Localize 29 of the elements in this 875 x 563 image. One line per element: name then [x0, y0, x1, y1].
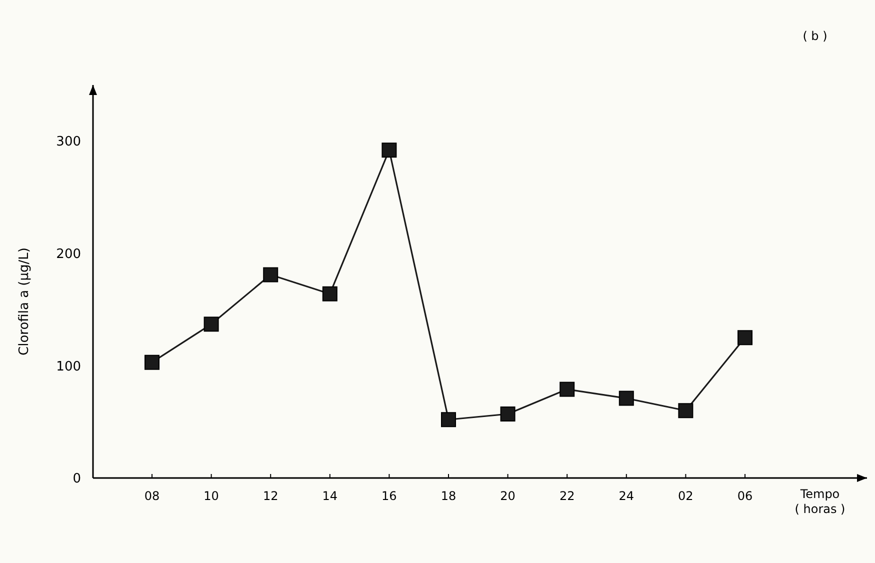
point — [560, 382, 575, 397]
point — [618, 390, 634, 406]
x-tick-label: 08 — [144, 489, 160, 503]
y-tick-label: 200 — [56, 246, 81, 262]
y-tick-label: 0 — [72, 472, 81, 487]
x-tick-label: 18 — [440, 489, 456, 503]
y-axis-title: Clorofila a (µg/L) — [17, 248, 32, 356]
point — [322, 286, 338, 302]
point — [441, 412, 456, 428]
x-tick-label: 20 — [500, 489, 516, 503]
point — [500, 406, 516, 422]
point — [738, 330, 752, 346]
x-tick-label: 10 — [204, 489, 219, 503]
point — [382, 142, 397, 158]
x-axis-title: Tempo ( horas ) — [794, 487, 846, 516]
point — [204, 316, 219, 332]
point — [678, 403, 694, 418]
x-tick-label: 12 — [262, 489, 278, 503]
x-tick-label: 14 — [322, 489, 338, 503]
x-tick-label: 22 — [559, 489, 575, 503]
x-tick-label: 02 — [678, 489, 694, 503]
text: ( b ) — [802, 29, 828, 43]
point — [263, 267, 278, 282]
x-tick-label: 24 — [618, 489, 634, 503]
x-tick-label: 06 — [737, 489, 753, 503]
y-tick-label: 100 — [56, 359, 81, 374]
point — [144, 354, 160, 370]
y-tick-label: 300 — [56, 134, 81, 150]
x-tick-label: 16 — [382, 489, 397, 503]
